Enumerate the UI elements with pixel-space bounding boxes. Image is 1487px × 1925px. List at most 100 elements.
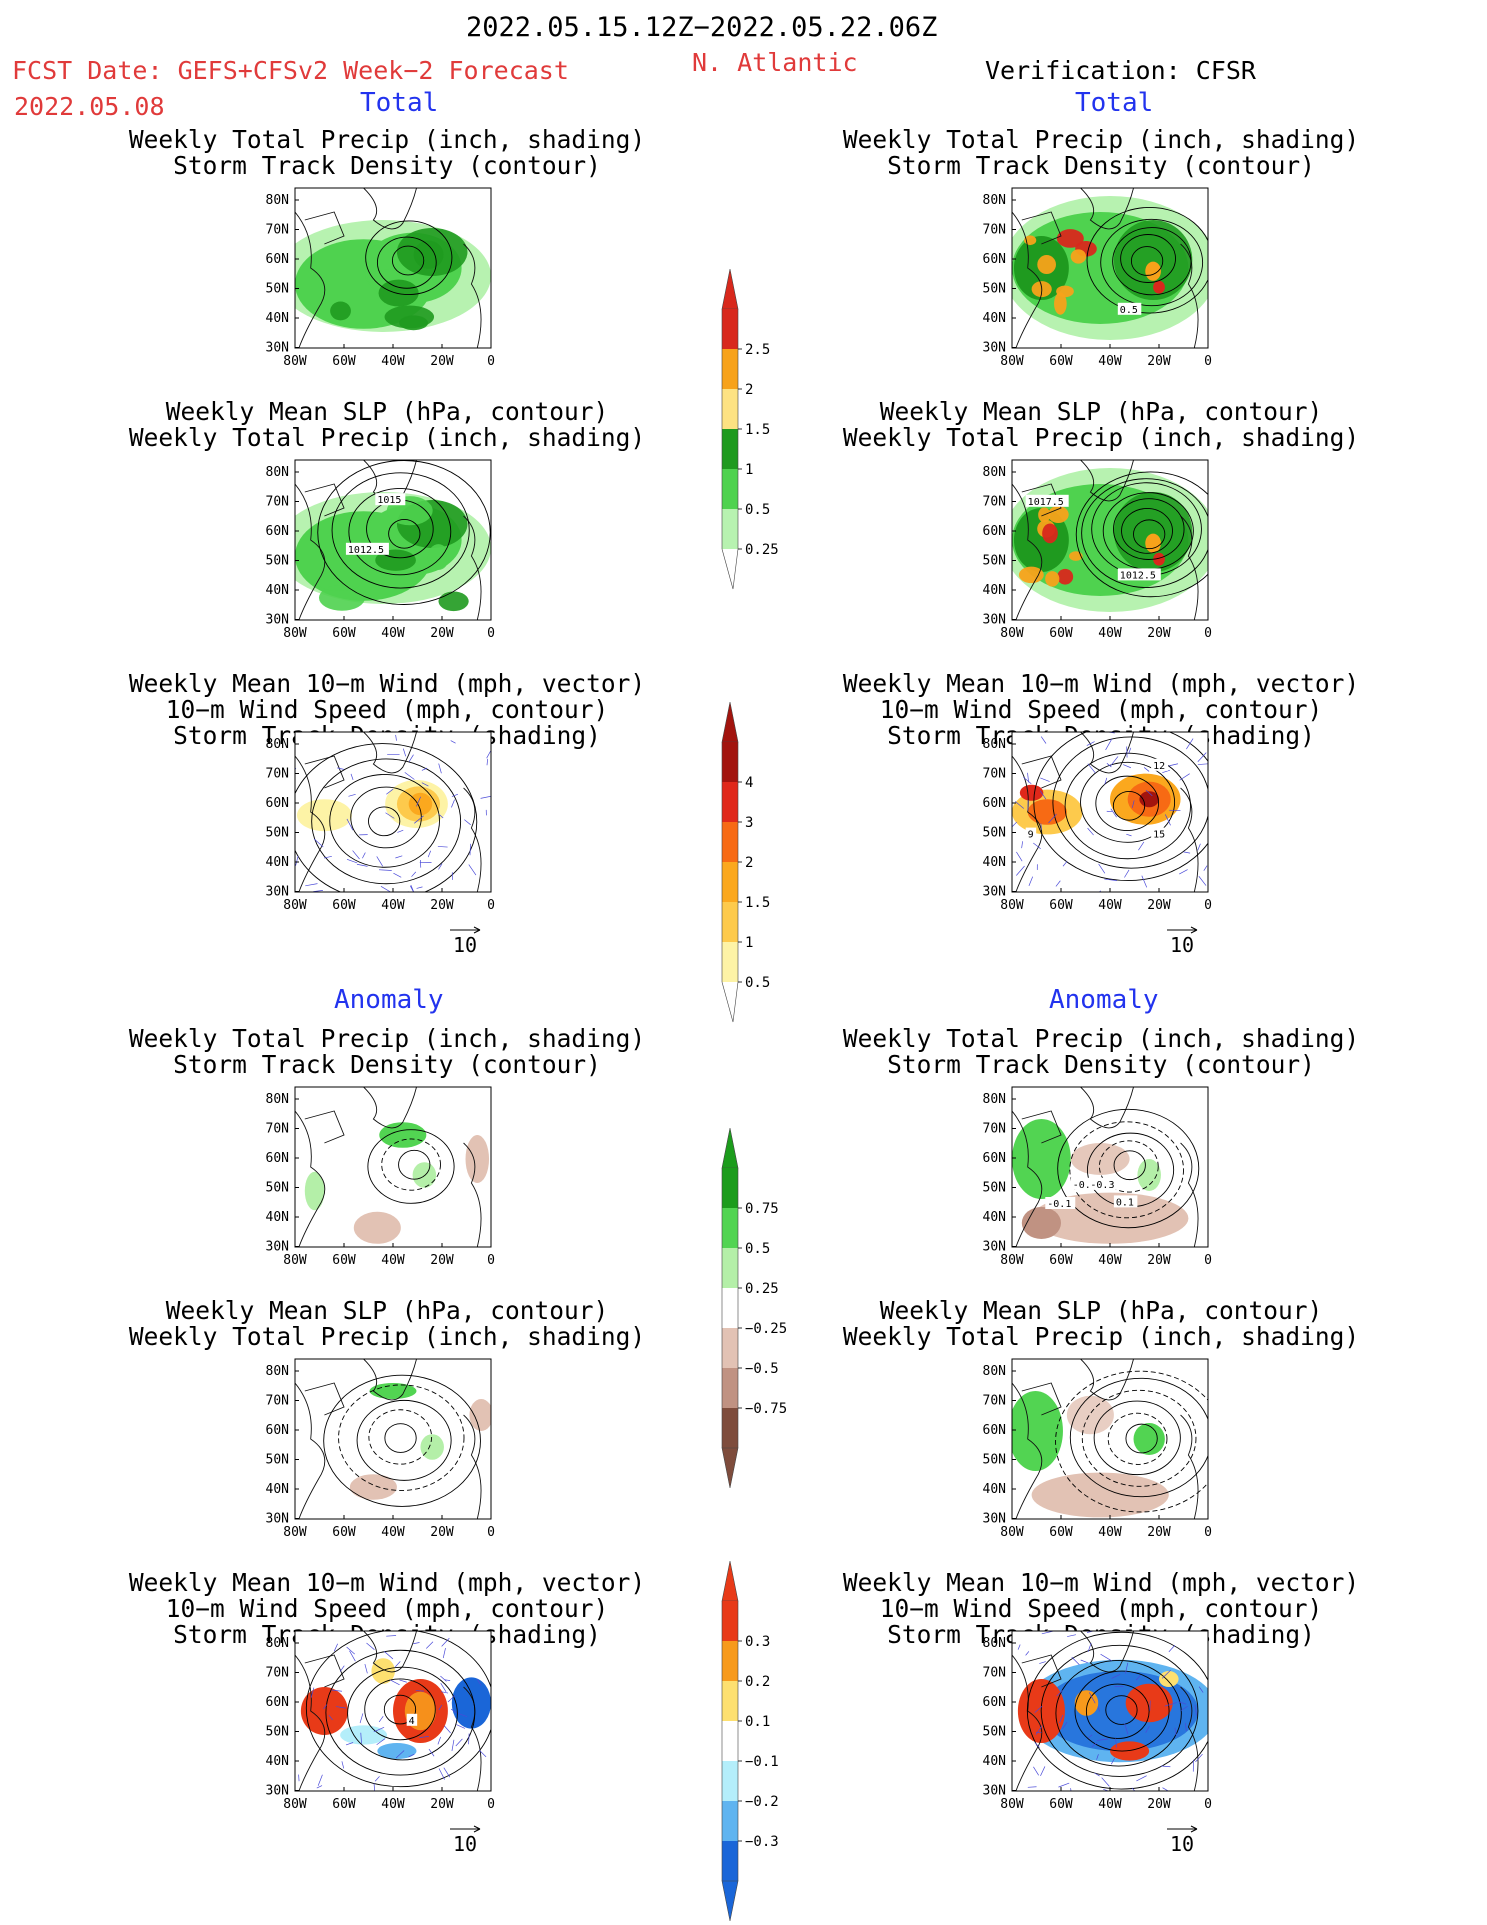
ob-total-slp-map-lon-label-2: 40W: [1098, 626, 1122, 641]
ob-total-wind-map-wind-vector-43: [1104, 878, 1117, 881]
track-density-colorbar-swatch-5: [722, 942, 738, 982]
ob-total-wind-map-reference-label: 10: [1170, 933, 1194, 957]
fc-anom-wind-map-contour-1: [364, 1678, 436, 1741]
fc-anom-wind-map-coastline-2: [463, 1686, 482, 1791]
ob-anom-precip-map-contour-label-0: -0.2: [1073, 1180, 1097, 1191]
ob-anom-wind-map-lat-label-2: 60N: [983, 1695, 1006, 1710]
ob-anom-precip-title-2: Storm Track Density (contour): [887, 1050, 1315, 1079]
fc-total-wind-map-wind-vector-44: [402, 748, 407, 757]
ob-total-wind-map-wind-vector-39: [1104, 777, 1108, 785]
fc-total-precip-map-lon-label-1: 60W: [332, 354, 356, 369]
fc-total-wind-map-wind-vector-42: [421, 767, 428, 771]
fc-total-wind-map-shade-2: [408, 792, 433, 816]
fc-total-slp-map-lat-label-5: 30N: [266, 613, 289, 628]
ob-total-slp-map-shade-8: [1018, 566, 1044, 584]
ob-anom-slp-title-2: Weekly Total Precip (inch, shading): [842, 1322, 1360, 1351]
ob-anom-precip-map-contour-3: [1069, 1121, 1184, 1219]
ob-total-slp-map-shade-12: [1145, 533, 1161, 553]
fc-total-wind-map-wind-vector-25: [352, 850, 360, 860]
ob-anom-slp-map-contour-5: [1055, 1370, 1208, 1513]
ob-total-slp-map-lon-label-1: 60W: [1049, 626, 1073, 641]
total-precip-colorbar-swatch-3: [722, 429, 738, 469]
fc-anom-precip-title-2: Storm Track Density (contour): [173, 1050, 601, 1079]
track-density-colorbar-swatch-4: [722, 902, 738, 942]
fc-total-wind-map-wind-vector-6: [323, 855, 332, 859]
fc-anom-slp-title-1: Weekly Mean SLP (hPa, contour): [165, 1296, 609, 1325]
ob-anom-precip-map-lon-label-4: 0: [1204, 1253, 1212, 1268]
ob-anom-wind-map-contour-4: [1040, 1644, 1199, 1777]
ob-total-slp-map-contour-1: [1121, 508, 1173, 554]
ob-total-slp-map-coastline-0: [1012, 483, 1043, 620]
fc-total-precip-map-contour-2: [365, 220, 453, 296]
ob-total-precip-map-coastline-3: [1021, 211, 1062, 245]
fc-anom-slp-map-lat-label-0: 80N: [266, 1364, 289, 1379]
track-anomaly-colorbar-label-0: 0.3: [745, 1634, 770, 1650]
track-density-colorbar-label-5: 0.5: [745, 975, 770, 991]
fc-anom-slp-map-lat-label-5: 30N: [266, 1512, 289, 1527]
ob-total-wind-map-contour-label-0: 12: [1153, 761, 1165, 772]
ob-total-precip-map-contour-4: [1086, 206, 1208, 314]
ob-anom-wind-map-wind-vector-31: [1115, 1738, 1117, 1748]
ob-total-wind-map-wind-vector-25: [1105, 738, 1113, 751]
fc-total-wind-map-contour-4: [295, 743, 478, 892]
fc-total-slp-map-contour-label-bg-0: [375, 493, 406, 506]
fc-anom-slp-map-lat-label-2: 60N: [266, 1423, 289, 1438]
fc-anom-wind-map-lon-label-2: 40W: [381, 1797, 405, 1812]
fc-anom-wind-map-wind-vector-51: [440, 1683, 447, 1692]
fc-total-precip-map-lat-label-1: 70N: [266, 223, 289, 238]
ob-anom-wind-title-2: 10−m Wind Speed (mph, contour): [879, 1594, 1323, 1623]
fc-anom-slp-map-contour-2: [356, 1399, 452, 1481]
ob-total-slp-map-contour-label-bg-0: [1025, 494, 1069, 507]
fc-anom-wind-map-wind-vector-0: [316, 1785, 323, 1789]
fc-total-slp-map-lat-label-1: 70N: [266, 495, 289, 510]
ob-total-wind-map-wind-vector-52: [1016, 865, 1025, 876]
ob-total-slp-map-lon-label-4: 0: [1204, 626, 1212, 641]
fc-total-slp-map-lon-label-3: 20W: [430, 626, 454, 641]
fc-anom-wind-map-shade-2: [300, 1687, 348, 1735]
fc-anom-wind-map-wind-vector-44: [442, 1647, 446, 1659]
ob-anom-slp-map-lon-label-1: 60W: [1049, 1525, 1073, 1540]
fc-anom-precip-map-contour-0: [398, 1149, 431, 1180]
ob-anom-wind-map-wind-vector-3: [1178, 1701, 1187, 1705]
fc-total-slp-map-contour-2: [348, 487, 452, 576]
fc-anom-slp-map-coastline-0: [295, 1382, 326, 1519]
ob-total-wind-map-contour-label-bg-2: [1025, 827, 1037, 840]
fc-anom-slp-map-shade-3: [469, 1399, 491, 1431]
ob-anom-precip-map-lat-label-1: 70N: [983, 1122, 1006, 1137]
ob-anom-wind-map-wind-vector-25: [1111, 1674, 1121, 1679]
fc-total-slp-map-coastline-2: [463, 515, 482, 620]
fc-anom-precip-map-lon-label-3: 20W: [430, 1253, 454, 1268]
ob-anom-slp-map-lat-label-1: 70N: [983, 1394, 1006, 1409]
fc-total-wind-map-wind-vector-17: [438, 813, 444, 819]
fc-anom-wind-map-wind-vector-26: [440, 1675, 447, 1682]
fc-anom-wind-map-wind-vector-10: [378, 1716, 384, 1723]
ob-anom-wind-map-wind-vector-51: [1087, 1642, 1092, 1652]
ob-anom-wind-map-wind-vector-38: [1096, 1754, 1099, 1760]
fc-anom-wind-map-wind-vector-15: [437, 1736, 441, 1745]
fc-anom-precip-map-shade-0: [379, 1122, 427, 1148]
track-anomaly-colorbar-top-cap: [721, 1560, 739, 1602]
fc-anom-wind-map-lat-label-2: 60N: [266, 1695, 289, 1710]
fc-anom-wind-map-wind-vector-36: [438, 1768, 445, 1780]
ob-total-precip-map-contour-3: [1100, 218, 1204, 307]
ob-anom-wind-map-reference-arrowhead: [1190, 1825, 1198, 1833]
fc-anom-precip-map-lat-label-4: 40N: [266, 1210, 289, 1225]
ob-total-wind-map-wind-vector-22: [1048, 813, 1057, 824]
ob-total-wind-map-lon-label-2: 40W: [1098, 898, 1122, 913]
ob-total-wind-map-lon-label-3: 20W: [1147, 898, 1171, 913]
ob-anom-slp-map-contour-0: [1125, 1423, 1158, 1454]
fc-anom-precip-title-1: Weekly Total Precip (inch, shading): [128, 1024, 646, 1053]
fc-total-precip-map-contour-1: [376, 236, 437, 289]
ob-total-precip-map-shade-3: [1113, 220, 1193, 300]
ob-anom-precip-map-contour-1: [1098, 1140, 1159, 1193]
ob-anom-wind-map-wind-vector-40: [1180, 1705, 1188, 1711]
track-density-colorbar-swatch-0: [722, 742, 738, 782]
section-anomaly-verification: Anomaly: [1049, 985, 1159, 1015]
ob-total-wind-map-wind-vector-0: [1141, 875, 1148, 888]
fc-total-wind-map-shade-3: [296, 799, 352, 832]
fc-total-wind-map-wind-vector-2: [362, 852, 366, 859]
ob-total-wind-map-wind-vector-9: [1164, 814, 1171, 826]
fc-total-slp-map-contour-4: [317, 460, 491, 605]
fc-total-wind-map-wind-vector-18: [404, 772, 415, 780]
fc-anom-wind-map-wind-vector-49: [364, 1663, 368, 1674]
